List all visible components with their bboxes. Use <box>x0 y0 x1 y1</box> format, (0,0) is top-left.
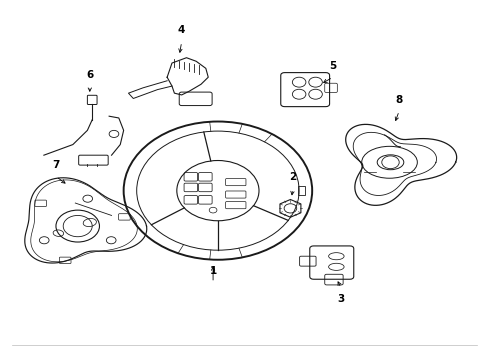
Text: 5: 5 <box>329 61 336 71</box>
Text: 8: 8 <box>395 95 402 104</box>
Text: 3: 3 <box>337 294 344 305</box>
Text: 1: 1 <box>209 266 216 276</box>
Bar <box>298 186 305 195</box>
Text: 4: 4 <box>178 26 185 35</box>
Text: 7: 7 <box>52 160 60 170</box>
Text: 2: 2 <box>288 172 296 183</box>
Text: 6: 6 <box>86 70 93 80</box>
